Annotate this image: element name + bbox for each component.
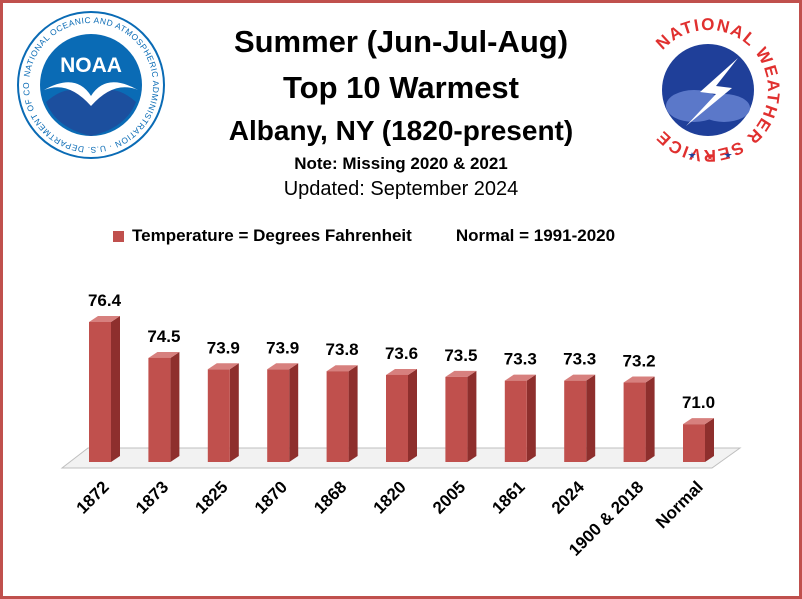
- x-tick-label: 1872: [73, 477, 113, 517]
- bar-side: [526, 374, 536, 462]
- bar-side: [348, 365, 358, 462]
- data-label: 73.2: [623, 352, 656, 371]
- data-label: 73.9: [207, 338, 240, 357]
- bar-side: [229, 363, 239, 462]
- bar: [623, 382, 646, 462]
- bar-top: [267, 363, 299, 370]
- bar-side: [645, 376, 655, 462]
- bar: [445, 376, 468, 462]
- x-tick-label: 1825: [191, 477, 231, 517]
- data-label: 73.6: [385, 344, 418, 363]
- bar-top: [89, 316, 120, 322]
- bar-top: [504, 374, 536, 381]
- x-tick-label: 1868: [310, 477, 350, 517]
- x-tick-label: 1861: [488, 477, 528, 517]
- bar-top: [445, 370, 477, 377]
- data-label: 73.3: [504, 350, 537, 369]
- chart-title-line2: Top 10 Warmest: [283, 70, 519, 105]
- x-tick-label: 1873: [132, 477, 172, 517]
- bar-top: [326, 365, 358, 372]
- data-label: 73.8: [326, 340, 359, 359]
- chart-title-line1: Summer (Jun-Jul-Aug): [233, 24, 569, 59]
- bar-side: [705, 418, 714, 462]
- legend-series-label: Temperature = Degrees Fahrenheit: [132, 226, 412, 245]
- x-tick-label: 1820: [370, 477, 410, 517]
- bar: [504, 380, 527, 462]
- bar-side: [170, 351, 180, 462]
- bar-top: [148, 351, 180, 358]
- bar-top: [683, 418, 714, 425]
- bar: [683, 424, 705, 462]
- bar: [148, 357, 171, 462]
- data-label: 73.3: [563, 350, 596, 369]
- x-tick-label: 2005: [429, 477, 469, 517]
- bar: [207, 369, 230, 462]
- missing-data-note: Note: Missing 2020 & 2021: [294, 154, 508, 173]
- legend-normal-label: Normal = 1991-2020: [455, 226, 616, 245]
- bar-top: [386, 368, 417, 375]
- data-label: 73.5: [444, 346, 477, 365]
- data-label: 76.4: [88, 291, 122, 310]
- bar-side: [408, 368, 417, 462]
- chart-legend: Temperature = Degrees Fahrenheit Normal …: [113, 226, 615, 246]
- bar: [326, 371, 349, 462]
- bar-top: [564, 374, 596, 381]
- nws-logo-icon: NATIONAL WEATHER SERVICE: [652, 15, 782, 165]
- bar: [386, 374, 408, 462]
- data-label: 71.0: [682, 393, 715, 412]
- x-tick-label: Normal: [652, 477, 707, 532]
- bar-top: [623, 376, 655, 383]
- updated-date: Updated: September 2024: [283, 178, 519, 200]
- bar-side: [586, 374, 596, 462]
- chart-title-line3: Albany, NY (1820-present): [228, 115, 574, 146]
- bar-side: [289, 363, 299, 462]
- noaa-logo-icon: NATIONAL OCEANIC AND ATMOSPHERIC ADMINIS…: [16, 10, 165, 159]
- bar: [267, 369, 290, 462]
- bar: [89, 322, 111, 462]
- x-tick-label: 1870: [251, 477, 291, 517]
- bar-side: [111, 316, 120, 462]
- bar-side: [467, 370, 477, 462]
- data-label: 73.9: [266, 338, 299, 357]
- data-label: 74.5: [147, 327, 180, 346]
- bar: [564, 380, 587, 462]
- noaa-wordmark: NOAA: [60, 54, 122, 77]
- bar-top: [207, 363, 239, 370]
- legend-swatch: [113, 230, 124, 242]
- x-tick-label: 2024: [548, 477, 589, 518]
